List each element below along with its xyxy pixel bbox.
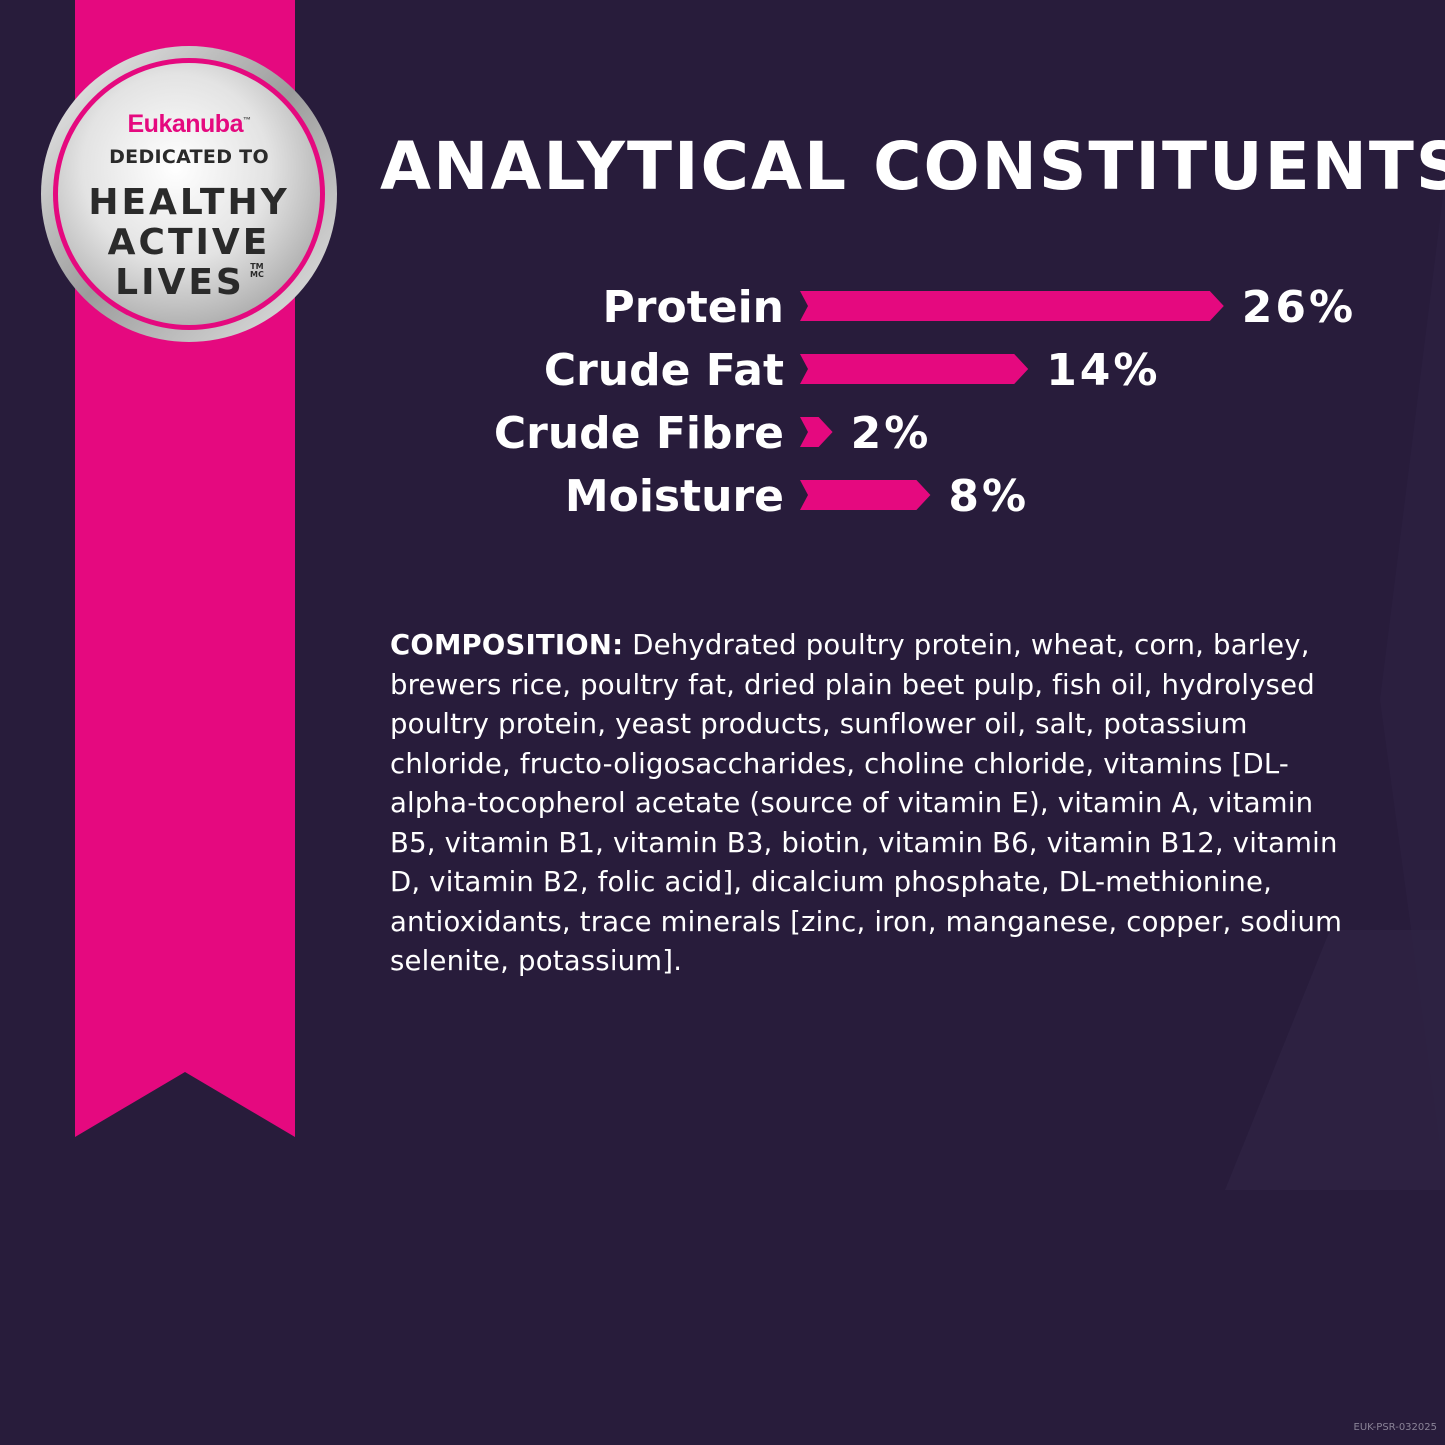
bar-value-crude-fibre: 2% [851, 408, 932, 459]
badge-seal-icon [41, 46, 337, 342]
composition-label: COMPOSITION: [390, 629, 624, 661]
badge-brand: Eukanuba™ [127, 110, 251, 138]
badge-healthy: HEALTHY [88, 182, 290, 223]
badge-lives: LIVES [115, 262, 245, 303]
composition-text: COMPOSITION: Dehydrated poultry protein,… [390, 626, 1350, 982]
bar-label-protein: Protein [603, 282, 784, 333]
bar-crude-fat [800, 354, 1029, 384]
bar-label-crude-fibre: Crude Fibre [494, 408, 784, 459]
bar-value-crude-fat: 14% [1046, 345, 1160, 396]
bar-value-protein: 26% [1242, 282, 1356, 333]
product-code: EUK-PSR-032025 [1353, 1422, 1437, 1433]
healthy-active-lives-badge: Eukanuba™ DEDICATED TO HEALTHY ACTIVE LI… [40, 45, 338, 343]
bar-label-moisture: Moisture [565, 471, 784, 522]
bar-label-crude-fat: Crude Fat [544, 345, 784, 396]
composition-ingredients: Dehydrated poultry protein, wheat, corn,… [390, 629, 1343, 977]
bar-value-moisture: 8% [948, 471, 1029, 522]
bar-protein [800, 291, 1224, 321]
badge-trademark: TM MC [250, 262, 264, 279]
badge-active: ACTIVE [107, 222, 271, 263]
badge-dedicated-to: DEDICATED TO [109, 146, 269, 168]
bar-moisture [800, 480, 931, 510]
page-title: ANALYTICAL CONSTITUENTS [380, 128, 1445, 205]
bar-crude-fibre [800, 417, 833, 447]
